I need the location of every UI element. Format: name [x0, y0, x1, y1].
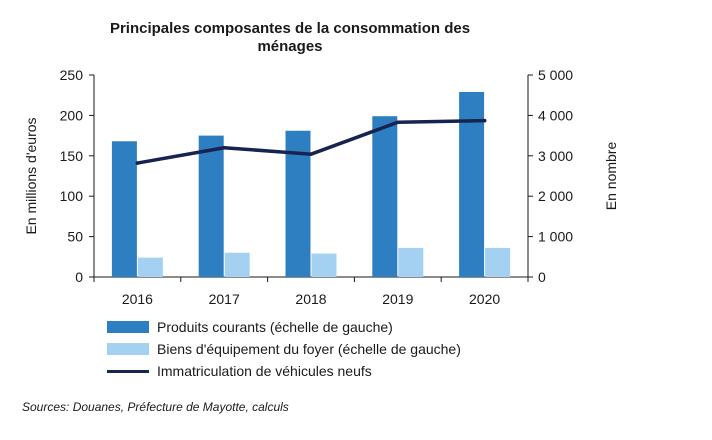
x-tick-label-2017: 2017 — [209, 291, 240, 307]
bar-biens-d-2020 — [485, 247, 511, 277]
line-point-2017 — [222, 145, 226, 150]
chart-title-line-2: ménages — [257, 38, 323, 55]
bar-produits-courants-2017 — [198, 135, 224, 277]
y2-tick-label-5-000: 5 000 — [538, 67, 573, 83]
y-tick-label-250: 250 — [60, 67, 84, 83]
y2-tick-label-0: 0 — [538, 269, 546, 285]
legend: Produits courants (échelle de gauche) Bi… — [107, 316, 461, 382]
bar-biens-d-2017 — [224, 252, 250, 277]
x-tick-label-2020: 2020 — [469, 291, 500, 307]
y2-tick-label-2-000: 2 000 — [538, 188, 573, 204]
bars — [111, 91, 511, 277]
legend-label-immatriculation: Immatriculation de véhicules neufs — [157, 363, 372, 379]
bar-biens-d-2019 — [398, 247, 424, 277]
bar-biens-d-2016 — [137, 257, 163, 277]
legend-swatch-immatriculation — [107, 369, 149, 373]
y2-tick-label-3-000: 3 000 — [538, 148, 573, 164]
x-tick-label-2019: 2019 — [382, 291, 413, 307]
legend-item-biens-equipement: Biens d'équipement du foyer (échelle de … — [107, 338, 461, 360]
bar-produits-courants-2016 — [111, 141, 137, 277]
legend-label-biens-equipement: Biens d'équipement du foyer (échelle de … — [157, 341, 461, 357]
legend-label-produits-courants: Produits courants (échelle de gauche) — [157, 319, 393, 335]
legend-item-immatriculation: Immatriculation de véhicules neufs — [107, 360, 461, 382]
y-tick-label-100: 100 — [60, 188, 84, 204]
y-tick-label-150: 150 — [60, 148, 84, 164]
chart-title: Principales composantes de la consommati… — [60, 20, 520, 56]
line-series — [135, 118, 487, 165]
y-axis-title: En millions d'euros — [23, 117, 39, 234]
line-immatriculation — [135, 118, 487, 165]
y2-axis-title: En nombre — [603, 142, 619, 211]
line-point-2019 — [396, 120, 400, 125]
bar-produits-courants-2020 — [459, 91, 485, 277]
legend-item-produits-courants: Produits courants (échelle de gauche) — [107, 316, 461, 338]
y2-tick-label-4-000: 4 000 — [538, 107, 573, 123]
legend-swatch-produits-courants — [107, 321, 149, 333]
y-tick-label-50: 50 — [67, 229, 83, 245]
ticks: 2016 2017 2018 2019 2020 0 50 100 150 200 250 0 1 00… — [60, 67, 574, 307]
x-tick-label-2016: 2016 — [122, 291, 153, 307]
chart-title-line-1: Principales composantes de la consommati… — [109, 20, 471, 37]
line-point-2018 — [309, 152, 313, 156]
y2-tick-label-1-000: 1 000 — [538, 229, 573, 245]
legend-swatch-biens-equipement — [107, 343, 149, 355]
bar-produits-courants-2019 — [372, 116, 398, 277]
source-note: Sources: Douanes, Préfecture de Mayotte,… — [22, 400, 289, 414]
line-point-2020 — [482, 118, 487, 123]
line-point-2016 — [135, 161, 140, 165]
y-tick-label-200: 200 — [60, 107, 84, 123]
y-tick-label-0: 0 — [75, 269, 83, 285]
x-tick-label-2018: 2018 — [295, 291, 326, 307]
bar-biens-d-2018 — [311, 253, 337, 277]
axes — [93, 75, 529, 278]
